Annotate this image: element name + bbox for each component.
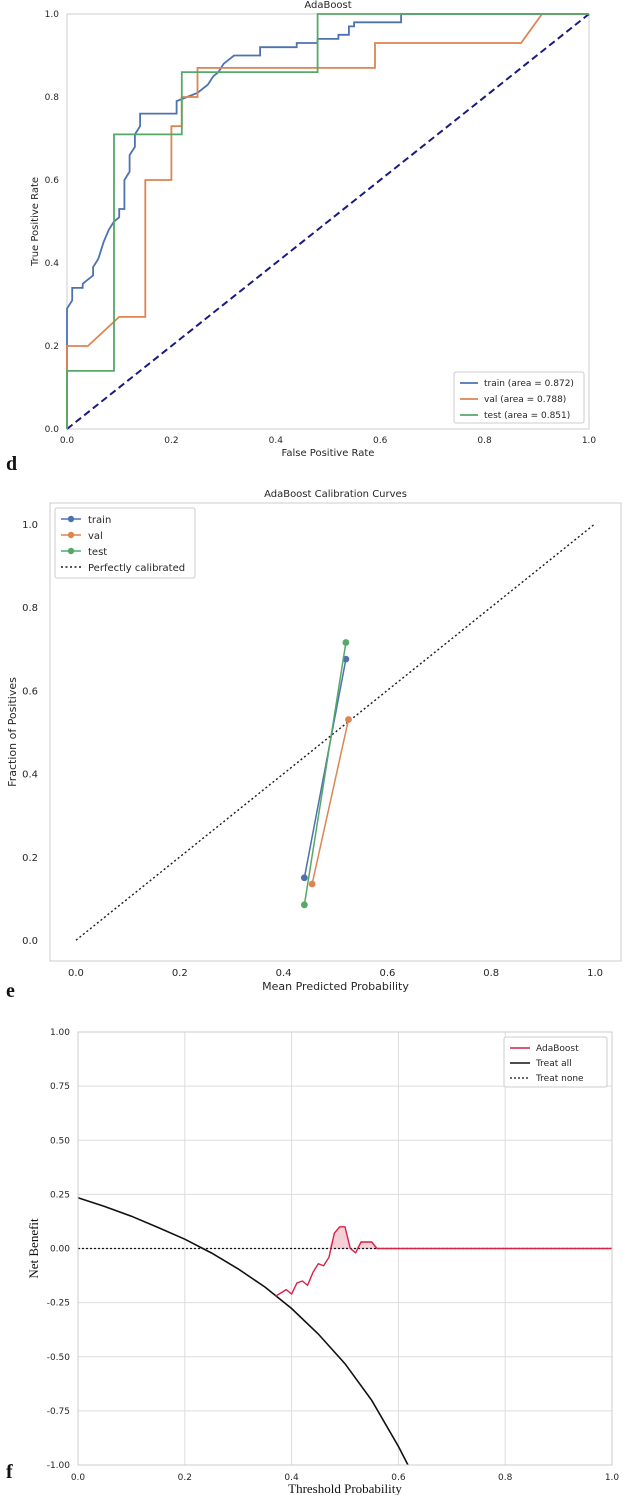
dca-x-tick-label: 1.0 [605,1473,620,1483]
roc-legend-label: val (area = 0.788) [484,395,566,405]
dca-x-tick-label: 0.4 [284,1473,299,1483]
calibration-y-axis-label: Fraction of Positives [6,677,19,787]
dca-treat-all-line [77,1197,409,1466]
roc-x-tick-label: 0.8 [477,436,492,446]
roc-legend [453,371,585,424]
dca-y-axis-label: Net Benefit [26,1218,41,1279]
calibration-legend [54,507,196,579]
calibration-val-point [345,716,352,723]
dca-y-tick-label: -0.75 [47,1407,70,1417]
calibration-legend-marker [67,515,75,523]
calibration-legend-label: test [88,547,107,558]
dca-x-tick-label: 0.6 [391,1473,406,1483]
roc-x-tick-label: 0.6 [373,436,388,446]
roc-x-tick-label: 0.2 [164,436,178,446]
roc-series-train-line [66,13,589,429]
dca-legend-label: Treat all [535,1059,572,1069]
dca-x-tick-label: 0.2 [178,1473,192,1483]
panel-letter-f: f [6,1461,13,1483]
dca-y-tick-label: 0.25 [50,1190,70,1200]
roc-y-tick-label: 0.0 [45,425,60,435]
dca-adaboost-line [275,1226,612,1297]
calibration-legend-marker [67,531,75,539]
calibration-legend-label: val [88,531,103,542]
dca-y-tick-label: -0.25 [47,1299,70,1309]
dca-y-tick-label: -1.00 [47,1461,71,1471]
calibration-series-test-line [303,642,347,905]
calibration-y-tick-label: 0.4 [22,770,38,781]
roc-y-tick-label: 0.2 [45,342,59,352]
roc-y-tick-label: 0.4 [45,259,60,269]
dca-plot-frame [77,1031,613,1466]
panel-letter-d: d [6,453,17,475]
calibration-val-point [308,880,316,888]
calibration-test-point [300,901,308,909]
calibration-y-tick-label: 0.8 [22,603,38,614]
calibration-legend-label: train [88,515,111,526]
dca-benefit-shading [329,1226,377,1249]
dca-y-tick-label: 1.00 [50,1028,70,1038]
calibration-x-tick-label: 0.8 [483,968,499,979]
dca-y-tick-label: -0.50 [47,1353,71,1363]
dca-y-tick-label: 0.50 [50,1136,70,1146]
roc-legend-label: test (area = 0.851) [484,411,570,421]
roc-x-tick-label: 0.4 [269,436,284,446]
calibration-test-point [342,639,350,646]
calibration-legend-label: Perfectly calibrated [88,563,185,574]
calibration-x-tick-label: 0.6 [379,968,395,979]
calibration-series-val-line [311,719,350,885]
roc-x-axis-label: False Positive Rate [282,448,375,459]
roc-y-axis-label: True Positive Rate [30,177,41,267]
roc-x-tick-label: 1.0 [582,436,597,446]
roc-y-tick-label: 0.6 [45,176,60,186]
roc-x-tick-label: 0.0 [60,436,75,446]
dca-legend [503,1036,608,1088]
calibration-y-tick-label: 0.0 [22,936,38,947]
dca-y-tick-label: 0.75 [50,1082,70,1092]
calibration-x-tick-label: 0.2 [172,968,188,979]
calibration-y-tick-label: 1.0 [22,520,38,531]
roc-y-tick-label: 0.8 [45,93,60,103]
calibration-y-tick-label: 0.2 [22,853,38,864]
roc-legend-label: train (area = 0.872) [484,379,574,389]
calibration-series-train-line [303,658,347,878]
dca-legend-label: AdaBoost [536,1044,579,1054]
calibration-x-tick-label: 0.0 [68,968,84,979]
calibration-x-tick-label: 0.4 [276,968,292,979]
calibration-y-tick-label: 0.6 [22,686,38,697]
roc-chance-line [66,13,590,430]
calibration-x-tick-label: 1.0 [587,968,603,979]
dca-legend-label: Treat none [535,1074,584,1084]
calibration-train-point [300,874,308,882]
dca-x-tick-label: 0.0 [71,1473,86,1483]
calibration-title: AdaBoost Calibration Curves [264,489,407,500]
roc-y-tick-label: 1.0 [45,10,60,20]
calibration-x-axis-label: Mean Predicted Probability [262,980,409,993]
calibration-perfect-line [75,523,596,941]
panel-letter-e: e [6,980,15,1002]
roc-title: AdaBoost [304,0,351,11]
calibration-legend-marker [67,547,75,555]
dca-x-tick-label: 0.8 [498,1473,513,1483]
roc-series-test-line [66,13,589,429]
dca-y-tick-label: 0.00 [50,1245,70,1255]
dca-x-axis-label: Threshold Probability [288,1481,402,1495]
